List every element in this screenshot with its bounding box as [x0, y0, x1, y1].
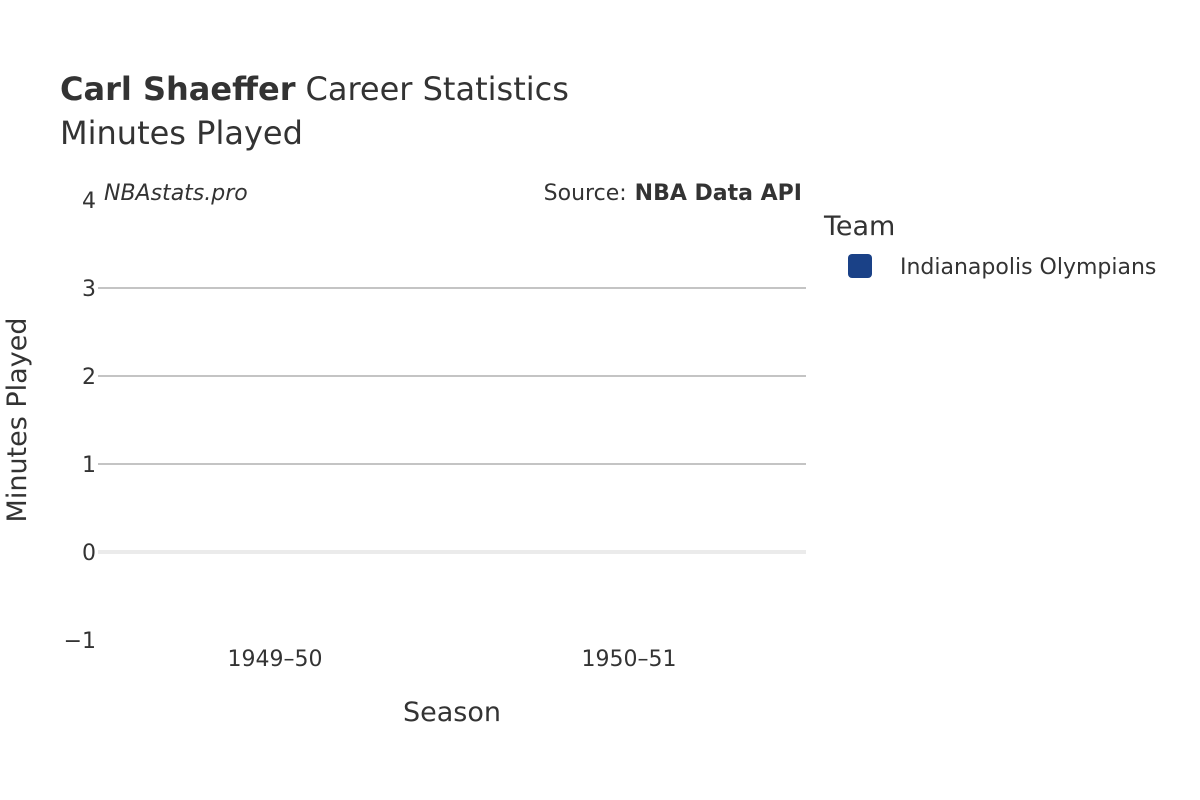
y-tick-label: −1	[64, 629, 96, 654]
legend: Indianapolis Olympians	[848, 254, 1156, 280]
y-axis-ticks: −1 0 1 2 3 4	[64, 189, 96, 654]
watermark: NBAstats.pro	[104, 181, 248, 206]
chart-title: Carl Shaeffer Career Statistics	[60, 70, 569, 108]
x-tick-label: 1949–50	[228, 647, 323, 672]
chart-subtitle: Minutes Played	[60, 114, 303, 152]
source-note: Source: NBA Data API	[544, 181, 802, 206]
player-name: Carl Shaeffer	[60, 70, 296, 108]
x-axis-ticks: 1949–50 1950–51	[228, 647, 677, 672]
x-tick-label: 1950–51	[582, 647, 677, 672]
legend-swatch	[848, 254, 872, 278]
legend-item-label: Indianapolis Olympians	[900, 255, 1156, 280]
y-tick-label: 2	[82, 365, 96, 390]
x-axis-title: Season	[403, 697, 501, 728]
title-rest: Career Statistics	[306, 70, 569, 108]
y-tick-label: 4	[82, 189, 96, 214]
y-tick-label: 3	[82, 277, 96, 302]
source-name: NBA Data API	[635, 181, 802, 206]
y-tick-label: 1	[82, 453, 96, 478]
gridlines	[98, 287, 806, 554]
source-prefix: Source:	[544, 181, 627, 206]
legend-title: Team	[823, 211, 895, 242]
y-axis-title: Minutes Played	[2, 318, 33, 523]
y-tick-label: 0	[82, 541, 96, 566]
